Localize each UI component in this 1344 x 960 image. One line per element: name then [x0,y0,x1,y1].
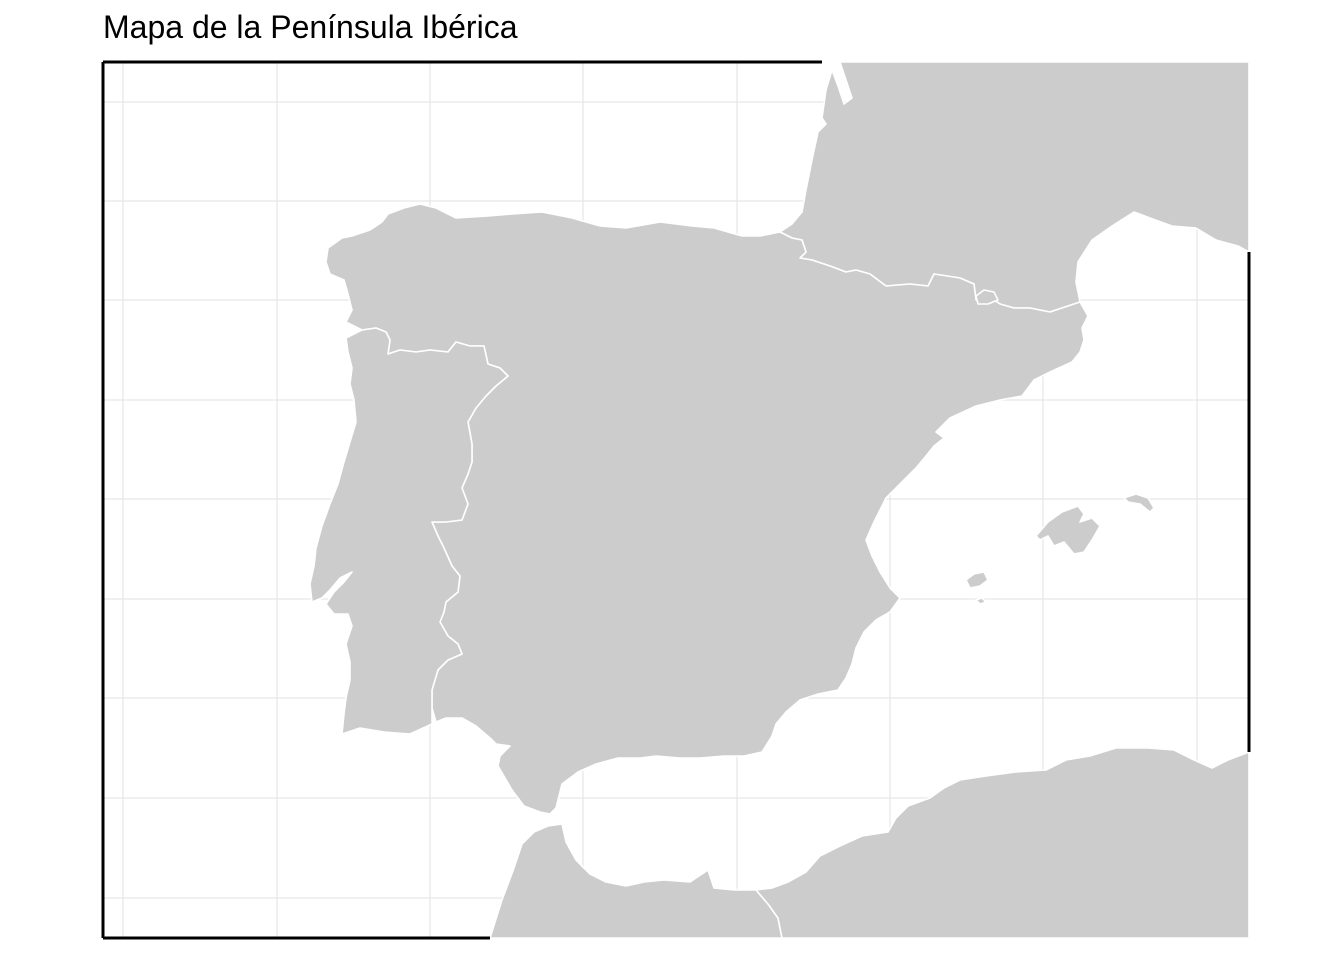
map-title: Mapa de la Península Ibérica [103,9,518,45]
portugal-shape [309,327,509,735]
land-layer [309,62,1249,938]
formentera-shape [975,597,987,605]
morocco-shape [489,823,783,938]
andorra-shape [975,289,999,305]
mallorca-shape [1035,505,1101,555]
ibiza-shape [965,571,989,589]
spain-shape [325,203,1089,815]
panel-frame [101,60,1251,940]
algeria-shape [755,747,1249,938]
menorca-shape [1123,493,1155,513]
